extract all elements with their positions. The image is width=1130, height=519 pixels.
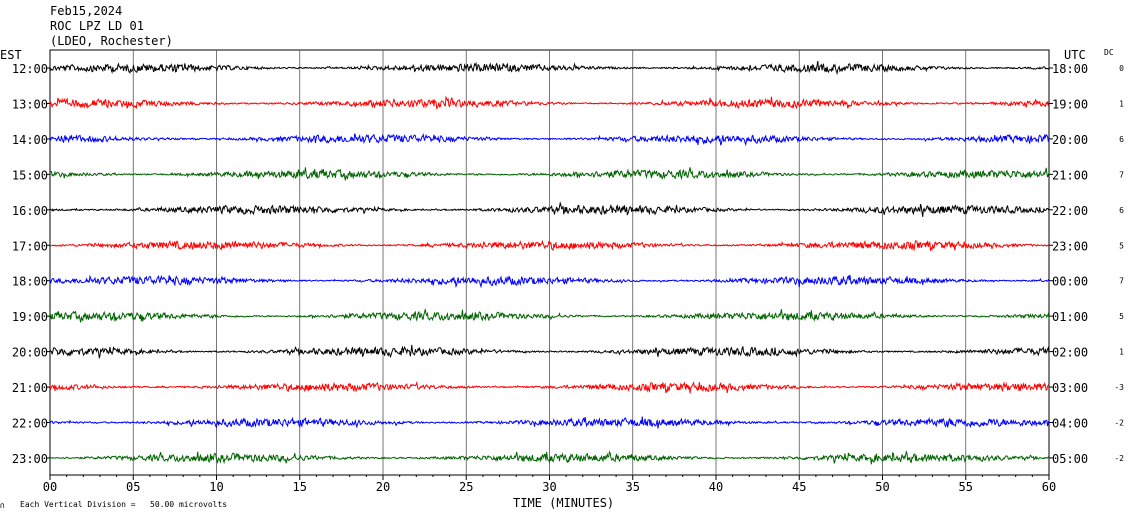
est-hour-label: 16:00: [12, 204, 48, 218]
utc-hour-label: 20:00: [1052, 133, 1088, 147]
est-axis-title: EST: [0, 48, 22, 62]
seismic-trace: [49, 239, 1050, 252]
x-axis-title: TIME (MINUTES): [513, 496, 615, 510]
seismic-trace: [49, 274, 1050, 289]
x-tick-label: 00: [43, 480, 57, 494]
vertical-division-note: Each Vertical Division = 50.00 microvolt…: [20, 500, 228, 509]
dc-offset-label: 6: [1119, 206, 1124, 215]
est-hour-label: 14:00: [12, 133, 48, 147]
seismic-trace: [49, 380, 1050, 394]
scale-icon: ∩: [0, 501, 5, 510]
x-tick-label: 40: [709, 480, 723, 494]
est-hour-label: 17:00: [12, 239, 48, 253]
x-tick-label: 35: [626, 480, 640, 494]
utc-axis-title: UTC: [1064, 48, 1086, 62]
seismic-trace: [49, 167, 1050, 181]
x-tick-label: 55: [959, 480, 973, 494]
est-hour-label: 13:00: [12, 97, 48, 111]
dc-offset-label: 0: [1119, 64, 1124, 73]
dc-offset-label: 7: [1119, 170, 1124, 179]
dc-offset-label: 5: [1119, 312, 1124, 321]
est-hour-label: 12:00: [12, 62, 48, 76]
est-hour-label: 18:00: [12, 275, 48, 289]
utc-hour-label: 04:00: [1052, 417, 1088, 431]
x-tick-label: 05: [126, 480, 140, 494]
dc-offset-label: 1: [1119, 99, 1124, 108]
utc-hour-label: 23:00: [1052, 239, 1088, 253]
seismic-trace: [49, 344, 1050, 360]
utc-hour-label: 03:00: [1052, 381, 1088, 395]
dc-offset-label: -3: [1114, 383, 1124, 392]
est-hour-label: 15:00: [12, 168, 48, 182]
seismic-trace: [49, 201, 1050, 217]
x-tick-label: 10: [209, 480, 223, 494]
est-hour-label: 22:00: [12, 417, 48, 431]
utc-hour-label: 01:00: [1052, 310, 1088, 324]
seismic-trace: [49, 309, 1050, 323]
station-id: ROC LPZ LD 01: [50, 19, 144, 33]
dc-offset-label: -2: [1114, 419, 1124, 428]
est-hour-label: 20:00: [12, 346, 48, 360]
seismic-trace: [49, 95, 1050, 110]
utc-hour-label: 05:00: [1052, 452, 1088, 466]
est-hour-label: 21:00: [12, 381, 48, 395]
x-tick-label: 20: [376, 480, 390, 494]
est-hour-label: 23:00: [12, 452, 48, 466]
utc-hour-label: 19:00: [1052, 97, 1088, 111]
seismic-trace: [49, 416, 1050, 429]
x-tick-label: 45: [792, 480, 806, 494]
dc-column-title: DC: [1104, 48, 1114, 57]
dc-offset-label: 7: [1119, 277, 1124, 286]
x-tick-label: 60: [1042, 480, 1056, 494]
dc-offset-label: -2: [1114, 454, 1124, 463]
x-tick-label: 15: [293, 480, 307, 494]
x-tick-label: 50: [875, 480, 889, 494]
dc-offset-label: 5: [1119, 241, 1124, 250]
utc-hour-label: 18:00: [1052, 62, 1088, 76]
utc-hour-label: 21:00: [1052, 168, 1088, 182]
seismic-trace: [49, 132, 1050, 147]
seismic-trace: [49, 60, 1050, 76]
utc-hour-label: 00:00: [1052, 275, 1088, 289]
x-tick-label: 30: [542, 480, 556, 494]
dc-offset-label: 1: [1119, 348, 1124, 357]
x-tick-label: 25: [459, 480, 473, 494]
est-hour-label: 19:00: [12, 310, 48, 324]
seismic-trace: [49, 449, 1050, 465]
utc-hour-label: 22:00: [1052, 204, 1088, 218]
record-date: Feb15,2024: [50, 4, 123, 18]
dc-offset-label: 6: [1119, 135, 1124, 144]
network-name: (LDEO, Rochester): [50, 34, 173, 48]
utc-hour-label: 02:00: [1052, 346, 1088, 360]
